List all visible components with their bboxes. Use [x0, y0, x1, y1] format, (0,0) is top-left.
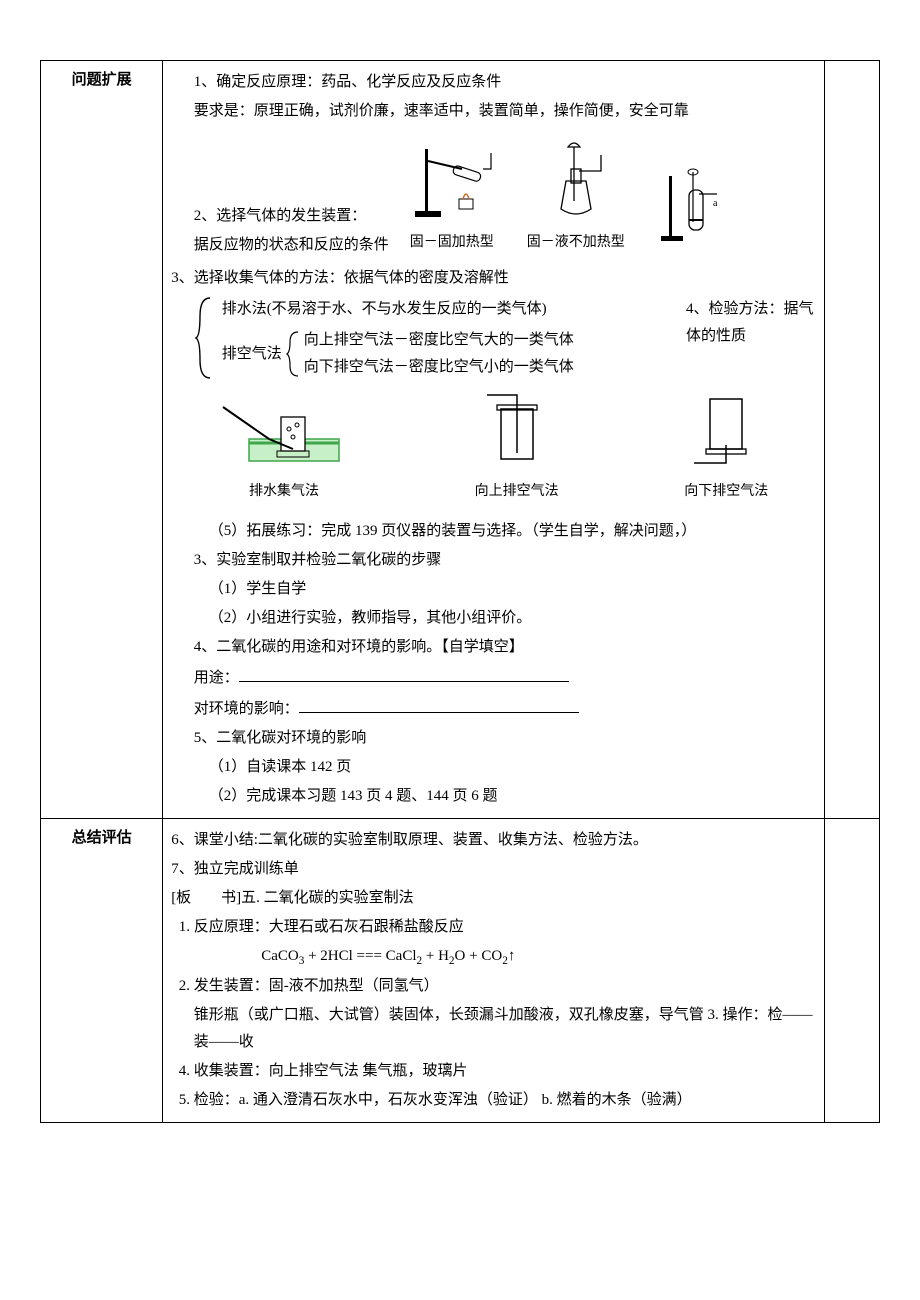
section-expand-content: 1、确定反应原理：药品、化学反应及反应条件 要求是：原理正确，试剂价廉，速率适中… [163, 61, 825, 819]
s5b: （2）完成课本习题 143 页 4 题、144 页 6 题 [209, 783, 816, 810]
margin-col-2 [825, 818, 880, 1122]
collect-diagram-1: 排水集气法 [219, 389, 349, 503]
col1-label: 排水集气法 [219, 479, 349, 504]
col2-label: 向上排空气法 [475, 479, 559, 504]
bracket-icon [194, 296, 214, 380]
b2a: 锥形瓶（或广口瓶、大试管）装固体，长颈漏斗加酸液，双孔橡皮塞，导气管 3. 操作… [194, 1002, 816, 1056]
p3-side: 4、检验方法：据气体的性质 [686, 296, 816, 350]
section-summary-label: 总结评估 [41, 818, 163, 1122]
bracket-b1: 向上排空气法－密度比空气大的一类气体 [304, 327, 574, 354]
s3b: （2）小组进行实验，教师指导，其他小组评价。 [209, 605, 816, 632]
collect-diagram-2: 向上排空气法 [475, 389, 559, 503]
bracket-b2: 向下排空气法－密度比空气小的一类气体 [304, 354, 574, 381]
device-diagram-3: a [655, 166, 725, 255]
p1: 1、确定反应原理：药品、化学反应及反应条件 [194, 69, 816, 96]
p2b: 据反应物的状态和反应的条件 [194, 232, 389, 259]
device-diagram-1: 固－固加热型 [407, 141, 497, 255]
equation: CaCO3 + 2HCl === CaCl2 + H2O + CO2↑ [261, 943, 816, 971]
s4b: 对环境的影响： [194, 701, 299, 717]
collect-diagram-3: 向下排空气法 [684, 389, 768, 503]
col3-label: 向下排空气法 [684, 479, 768, 504]
device-diagram-2: 固－液不加热型 [527, 141, 625, 255]
b1: 1. 反应原理：大理石或石灰石跟稀盐酸反应 [179, 914, 816, 941]
section-summary-content: 6、课堂小结:二氧化碳的实验室制取原理、装置、收集方法、检验方法。 7、独立完成… [163, 818, 825, 1122]
s5a: （1）自读课本 142 页 [209, 754, 816, 781]
s3a: （1）学生自学 [209, 576, 816, 603]
b2: 2. 发生装置：固-液不加热型（同氢气） [179, 973, 816, 1000]
p6: 6、课堂小结:二氧化碳的实验室制取原理、装置、收集方法、检验方法。 [171, 827, 816, 854]
s4: 4、二氧化碳的用途和对环境的影响。【自学填空】 [194, 634, 816, 661]
s4a-line: 用途： [194, 663, 816, 692]
s4b-line: 对环境的影响： [194, 694, 816, 723]
p3: 3、选择收集气体的方法：依据气体的密度及溶解性 [171, 265, 509, 292]
margin-col-1 [825, 61, 880, 819]
s4a: 用途： [194, 670, 239, 686]
p1b: 要求是：原理正确，试剂价廉，速率适中，装置简单，操作简便，安全可靠 [194, 98, 816, 125]
bracket-b: 排空气法 [222, 341, 282, 368]
s3: 3、实验室制取并检验二氧化碳的步骤 [194, 547, 816, 574]
b4: 4. 收集装置：向上排空气法 集气瓶，玻璃片 [179, 1058, 816, 1085]
ext5: （5）拓展练习：完成 139 页仪器的装置与选择。（学生自学，解决问题，） [209, 518, 816, 545]
device1-label: 固－固加热型 [407, 230, 497, 255]
section-expand-label: 问题扩展 [41, 61, 163, 819]
device2-label: 固－液不加热型 [527, 230, 625, 255]
p7: 7、独立完成训练单 [171, 856, 816, 883]
b5: 5. 检验：a. 通入澄清石灰水中，石灰水变浑浊（验证） b. 燃着的木条（验满… [179, 1087, 816, 1114]
s5: 5、二氧化碳对环境的影响 [194, 725, 816, 752]
blank-line-2 [299, 694, 579, 713]
svg-text:a: a [713, 198, 718, 209]
blank-line-1 [239, 663, 569, 682]
p2a: 2、选择气体的发生装置： [194, 203, 389, 230]
bracket-icon-small [286, 330, 300, 378]
bracket-a: 排水法(不易溶于水、不与水发生反应的一类气体) [222, 296, 678, 323]
board-label: [板 书]五. 二氧化碳的实验室制法 [171, 885, 816, 912]
